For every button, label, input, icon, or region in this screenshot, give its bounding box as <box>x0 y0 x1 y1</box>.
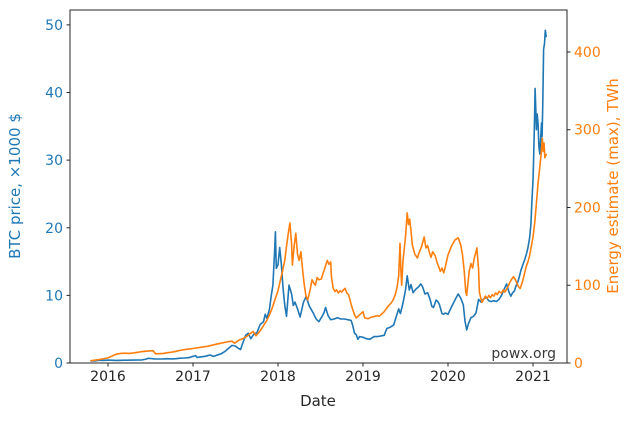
x-tick-label: 2018 <box>260 369 296 385</box>
x-tick-label: 2016 <box>90 369 126 385</box>
y-left-tick-label: 20 <box>45 221 63 237</box>
x-tick-label: 2019 <box>345 369 381 385</box>
watermark: powx.org <box>491 346 556 362</box>
btc-price-line <box>90 29 548 362</box>
y-right-tick-label: 400 <box>574 45 601 61</box>
x-axis-label: Date <box>300 392 336 410</box>
y-left-tick-label: 50 <box>45 18 63 34</box>
x-tick-label: 2020 <box>430 369 466 385</box>
data-lines <box>90 29 548 362</box>
y-right-tick-label: 300 <box>574 123 601 139</box>
plot-border <box>69 9 568 364</box>
y-axis-label-left: BTC price, ×1000 $ <box>6 113 24 259</box>
y-left-tick-label: 30 <box>45 153 63 169</box>
x-tick-label: 2017 <box>175 369 211 385</box>
y-right-tick-label: 200 <box>574 200 601 216</box>
energy-estimate-line <box>90 137 548 362</box>
y-left-tick-label: 40 <box>45 86 63 102</box>
x-tick-label: 2021 <box>515 369 551 385</box>
axis-ticks <box>66 24 571 367</box>
y-right-tick-label: 0 <box>574 356 583 372</box>
y-axis-label-right: Energy estimate (max), TWh <box>604 78 622 293</box>
y-left-tick-label: 0 <box>54 356 63 372</box>
axis-tick-labels: 2016 2017 2018 2019 2020 2021 0 10 20 30 40 50 0 100 2… <box>45 18 601 385</box>
y-right-tick-label: 100 <box>574 278 601 294</box>
y-left-tick-label: 10 <box>45 288 63 304</box>
